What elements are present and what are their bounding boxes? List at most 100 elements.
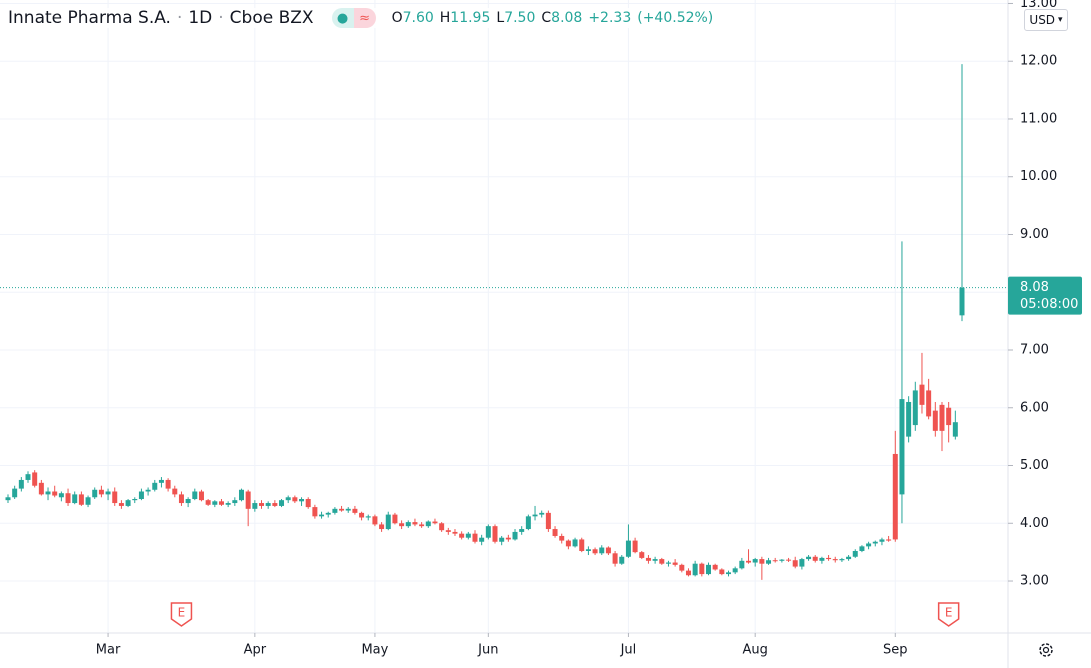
- earnings-icon: [937, 602, 960, 627]
- candle-body: [379, 524, 385, 530]
- x-tick-label: May: [361, 643, 388, 658]
- candle-body: [52, 491, 58, 496]
- x-tick-label: Sep: [883, 643, 908, 658]
- candle-body: [906, 401, 912, 437]
- candle-body: [372, 516, 378, 525]
- candle-body: [519, 529, 525, 532]
- symbol-title[interactable]: Innate Pharma S.A.: [8, 8, 171, 28]
- candle-body: [479, 537, 485, 542]
- settings-button[interactable]: [1039, 643, 1053, 657]
- candle-body: [85, 497, 91, 505]
- earnings-marker[interactable]: E: [937, 602, 960, 627]
- candle-body: [125, 500, 131, 506]
- candle-body: [565, 540, 571, 547]
- x-tick-label: Apr: [244, 643, 267, 658]
- x-tick-label: Jul: [620, 643, 637, 658]
- candle-body: [545, 512, 551, 530]
- status-badge[interactable]: ● ≈: [331, 8, 376, 28]
- candle-body: [839, 559, 845, 561]
- candle-body: [465, 533, 471, 538]
- change: +2.33: [588, 10, 632, 26]
- candle-body: [572, 539, 578, 547]
- candle-body: [899, 399, 905, 495]
- gear-hole: [1042, 646, 1050, 654]
- candle-body: [12, 488, 18, 498]
- candle-body: [672, 562, 678, 565]
- earnings-marker[interactable]: E: [170, 602, 193, 627]
- candle-body: [826, 557, 832, 560]
- candle-body: [218, 501, 224, 505]
- candle-body: [265, 503, 271, 506]
- candle-body: [499, 537, 505, 542]
- delay-icon: ≈: [353, 8, 376, 28]
- legend-value: 11.95: [450, 10, 491, 26]
- candle-body: [352, 508, 358, 513]
- candle-body: [145, 489, 151, 492]
- candle-body: [205, 500, 211, 505]
- candle-body: [525, 516, 531, 530]
- candle-body: [72, 494, 78, 504]
- candle-body: [592, 549, 598, 554]
- caret: ▾: [1058, 15, 1063, 25]
- separator: ·: [218, 8, 224, 28]
- candle-body: [472, 533, 478, 542]
- candle-body: [325, 512, 331, 515]
- candle-body: [879, 539, 885, 542]
- candle-body: [746, 560, 752, 563]
- candle-body: [912, 390, 918, 426]
- legend-item: C8.08: [541, 10, 582, 26]
- candle-body: [806, 556, 812, 560]
- candle-body: [939, 404, 945, 431]
- candle-body: [459, 533, 465, 538]
- candle-body: [445, 530, 451, 532]
- candle-body: [892, 453, 898, 540]
- legend-value: 7.50: [504, 10, 536, 26]
- interval[interactable]: 1D: [188, 8, 213, 28]
- candle-body: [345, 508, 351, 511]
- candle-body: [292, 497, 298, 502]
- candle-body: [832, 559, 838, 561]
- candle-body: [118, 503, 124, 506]
- candle-body: [432, 521, 438, 524]
- candle-body: [645, 557, 651, 561]
- candle-body: [319, 514, 325, 517]
- x-tick-label: Mar: [96, 643, 121, 658]
- candle-body: [926, 390, 932, 417]
- x-tick-label: Jun: [477, 643, 498, 658]
- y-tick-label: 12.00: [1020, 54, 1057, 69]
- candle-body: [312, 507, 318, 517]
- market-dot: ●: [331, 8, 354, 28]
- currency-button[interactable]: USD ▾: [1024, 9, 1068, 31]
- candle-body: [505, 537, 511, 540]
- candle-body: [399, 523, 405, 527]
- candle-body: [365, 516, 371, 518]
- candle-body: [786, 559, 792, 561]
- y-tick-label: 3.00: [1020, 574, 1049, 589]
- candle-body: [812, 556, 818, 561]
- candle-body: [212, 501, 218, 505]
- earnings-label: E: [945, 606, 953, 620]
- candle-body: [605, 547, 611, 554]
- candle-body: [919, 384, 925, 405]
- legend-key: H: [439, 10, 451, 26]
- earnings-label: E: [178, 606, 186, 620]
- candle-body: [272, 503, 278, 506]
- candle-body: [559, 535, 565, 541]
- y-tick-label: 11.00: [1020, 111, 1057, 126]
- candle-body: [512, 531, 518, 540]
- currency: USD: [1029, 13, 1056, 27]
- candle-body: [299, 499, 305, 502]
- candle-body: [58, 493, 64, 498]
- candle-body: [412, 522, 418, 525]
- header: Innate Pharma S.A. · 1D · Cboe BZX ● ≈ O…: [8, 8, 714, 28]
- candle-body: [665, 562, 671, 564]
- candle-body: [946, 407, 952, 426]
- candle-body: [385, 514, 391, 530]
- candle-body: [932, 410, 938, 431]
- candle-body: [425, 521, 431, 527]
- candle-body: [585, 549, 591, 551]
- candle-body: [726, 572, 732, 575]
- candle-body: [612, 553, 618, 564]
- candle-body: [38, 482, 44, 495]
